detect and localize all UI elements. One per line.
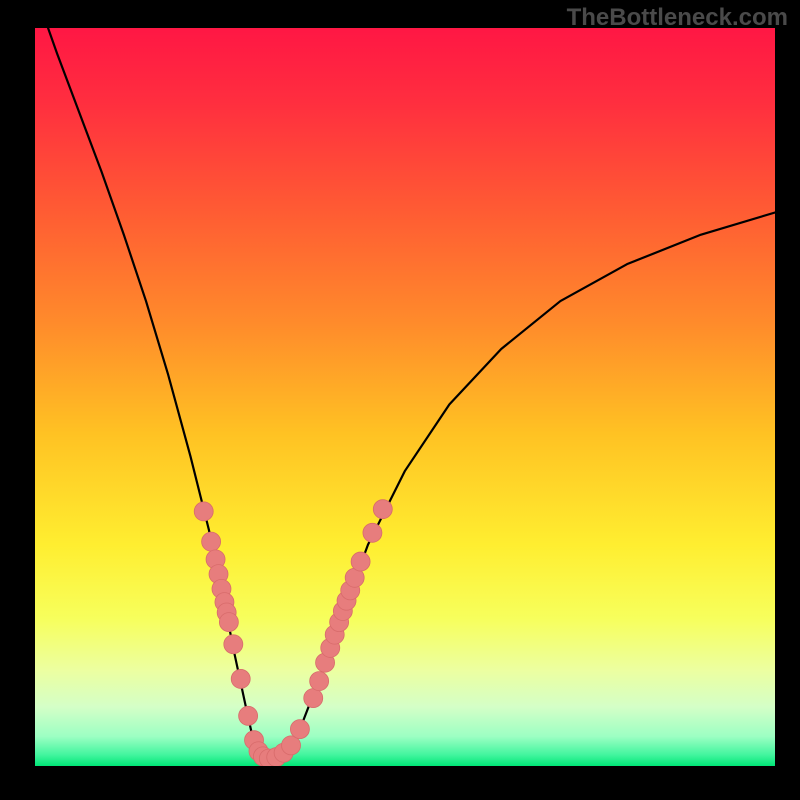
- bottleneck-curve-chart: [0, 0, 800, 800]
- marker-dot: [194, 502, 213, 521]
- marker-dot: [231, 669, 250, 688]
- watermark-text: TheBottleneck.com: [567, 4, 788, 32]
- marker-dot: [373, 500, 392, 519]
- chart-container: TheBottleneck.com: [0, 0, 800, 800]
- marker-dot: [224, 635, 243, 654]
- marker-dot: [363, 523, 382, 542]
- marker-dot: [219, 613, 238, 632]
- marker-dot: [202, 532, 221, 551]
- marker-dot: [351, 552, 370, 571]
- marker-dot: [304, 689, 323, 708]
- marker-dot: [310, 672, 329, 691]
- plot-background: [35, 28, 775, 766]
- marker-dot: [290, 720, 309, 739]
- marker-dot: [239, 706, 258, 725]
